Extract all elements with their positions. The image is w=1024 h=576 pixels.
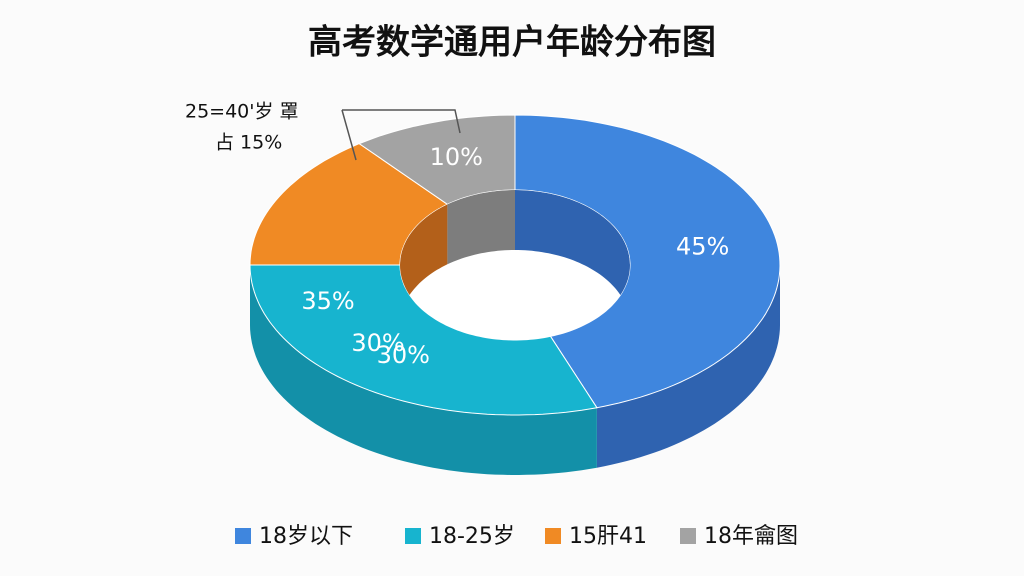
legend-swatch bbox=[235, 528, 251, 544]
value-label: 10% bbox=[430, 143, 483, 171]
outer-wall bbox=[250, 265, 597, 475]
annotation: 35% bbox=[301, 287, 354, 315]
inner-wall bbox=[515, 190, 630, 325]
outer-wall bbox=[596, 265, 780, 468]
legend-label: 18-25岁 bbox=[429, 524, 515, 549]
inner-walls bbox=[400, 190, 630, 325]
legend-swatch bbox=[545, 528, 561, 544]
legend-swatch bbox=[680, 528, 696, 544]
legend-label: 18岁以下 bbox=[259, 524, 353, 549]
legend-label: 15肝41 bbox=[569, 524, 647, 549]
legend-label: 18年龠图 bbox=[704, 524, 798, 549]
value-label: 30% bbox=[377, 341, 430, 369]
inner-wall bbox=[447, 190, 515, 265]
annotation: 占 15% bbox=[215, 132, 282, 154]
annotation: 30% bbox=[351, 329, 404, 357]
inner-wall bbox=[400, 204, 448, 325]
annotation: 25=40'岁 罩 bbox=[185, 101, 299, 123]
leader-line bbox=[341, 109, 461, 161]
legend-swatch bbox=[405, 528, 421, 544]
value-label: 45% bbox=[676, 232, 729, 260]
chart-title: 高考数学通用户年龄分布图 bbox=[308, 23, 716, 63]
